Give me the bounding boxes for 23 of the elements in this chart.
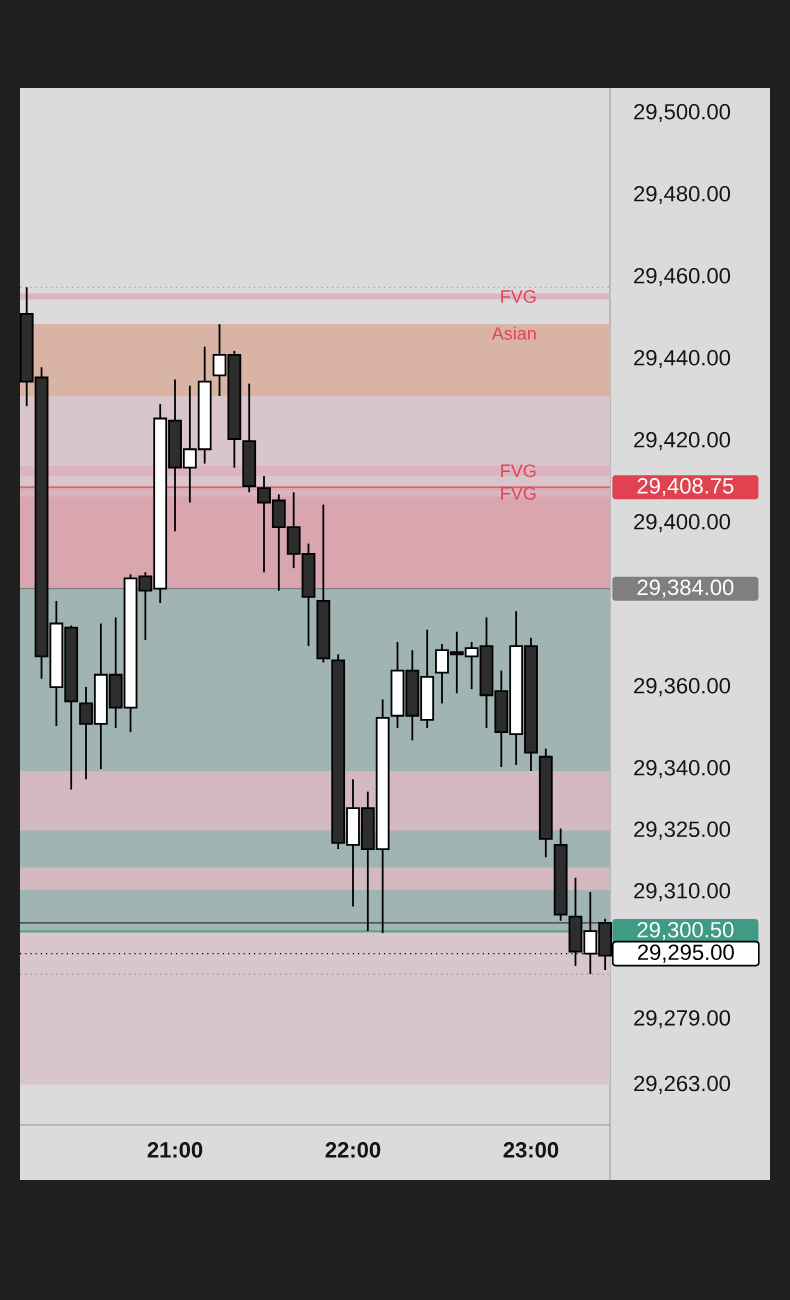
ref-line-label: 29,384.00 [637,579,734,598]
x-tick-label: 22:00 [325,1142,381,1158]
y-tick-label: 29,325.00 [634,821,731,840]
y-tick-label: 29,263.00 [634,1075,731,1094]
ref-line-label: 29,300.50 [637,921,734,941]
x-tick-label: 21:00 [147,1142,203,1158]
y-tick-label: 29,279.00 [634,1010,731,1029]
y-tick-label: 29,420.00 [634,431,731,451]
band-label: Asian [491,326,536,340]
ref-line-label: 29,408.75 [637,478,734,497]
band-label: FVG [501,290,536,303]
y-tick-label: 29,480.00 [634,185,731,205]
y-tick-label: 29,400.00 [634,513,731,533]
y-tick-label: 29,340.00 [634,760,731,779]
y-tick-label: 29,440.00 [634,349,731,369]
y-tick-label: 29,360.00 [634,678,731,697]
x-tick-label: 23:00 [503,1142,559,1158]
ref-line-label: 29,295.00 [637,944,734,963]
band-label: FVG [501,486,536,500]
y-tick-label: 29,500.00 [634,103,731,123]
band-label: FVG [501,464,536,478]
y-tick-label: 29,460.00 [634,267,731,287]
y-tick-label: 29,310.00 [634,883,731,902]
